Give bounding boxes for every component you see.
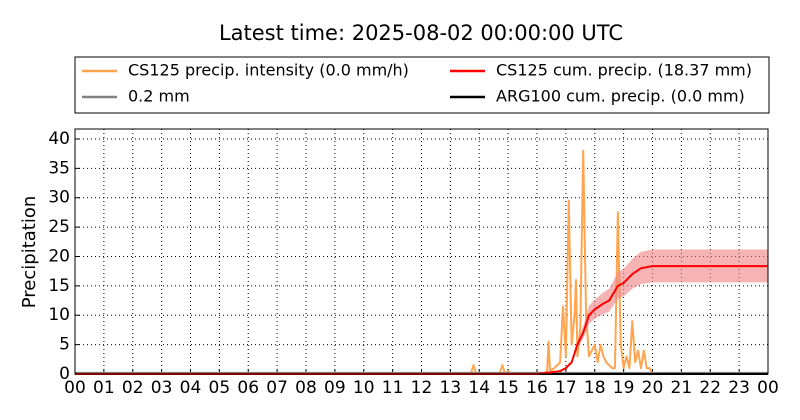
x-tick-label: 06	[237, 378, 259, 398]
chart-title: Latest time: 2025-08-02 00:00:00 UTC	[219, 21, 623, 45]
y-tick-label: 30	[48, 188, 70, 208]
x-tick-label: 05	[209, 378, 231, 398]
x-tick-label: 18	[584, 378, 606, 398]
series-line	[75, 265, 768, 375]
x-tick-label: 10	[353, 378, 375, 398]
y-tick-label: 35	[48, 158, 70, 178]
legend-label: 0.2 mm	[128, 87, 190, 106]
x-tick-label: 02	[122, 378, 144, 398]
y-axis-label: Precipitation	[19, 196, 40, 309]
x-tick-label: 09	[324, 378, 346, 398]
x-tick-label: 17	[555, 378, 577, 398]
legend-label: CS125 cum. precip. (18.37 mm)	[496, 61, 752, 80]
x-tick-label: 15	[497, 378, 519, 398]
y-tick-label: 20	[48, 246, 70, 266]
y-tick-label: 5	[59, 335, 70, 355]
legend-label: CS125 precip. intensity (0.0 mm/h)	[128, 61, 409, 80]
y-tick-label: 25	[48, 217, 70, 237]
plot-frame	[74, 128, 769, 375]
x-tick-label: 03	[151, 378, 173, 398]
y-tick-label: 15	[48, 276, 70, 296]
y-tick-label: 10	[48, 305, 70, 325]
x-tick-label: 04	[180, 378, 202, 398]
legend-box	[74, 56, 770, 114]
x-tick-label: 00	[64, 378, 86, 398]
legend-label: ARG100 cum. precip. (0.0 mm)	[496, 87, 745, 106]
uncertainty-band	[75, 249, 768, 374]
y-tick-label: 40	[48, 129, 70, 149]
x-tick-label: 14	[468, 378, 490, 398]
x-tick-label: 11	[382, 378, 404, 398]
x-tick-label: 12	[411, 378, 433, 398]
x-tick-label: 08	[295, 378, 317, 398]
x-tick-label: 01	[93, 378, 115, 398]
y-tick-label: 0	[59, 364, 70, 384]
x-tick-label: 20	[642, 378, 664, 398]
x-tick-label: 00	[757, 378, 779, 398]
x-tick-label: 22	[699, 378, 721, 398]
x-tick-label: 13	[440, 378, 462, 398]
x-tick-label: 19	[613, 378, 635, 398]
x-tick-label: 21	[671, 378, 693, 398]
x-tick-label: 23	[728, 378, 750, 398]
x-tick-label: 16	[526, 378, 548, 398]
x-tick-label: 07	[266, 378, 288, 398]
